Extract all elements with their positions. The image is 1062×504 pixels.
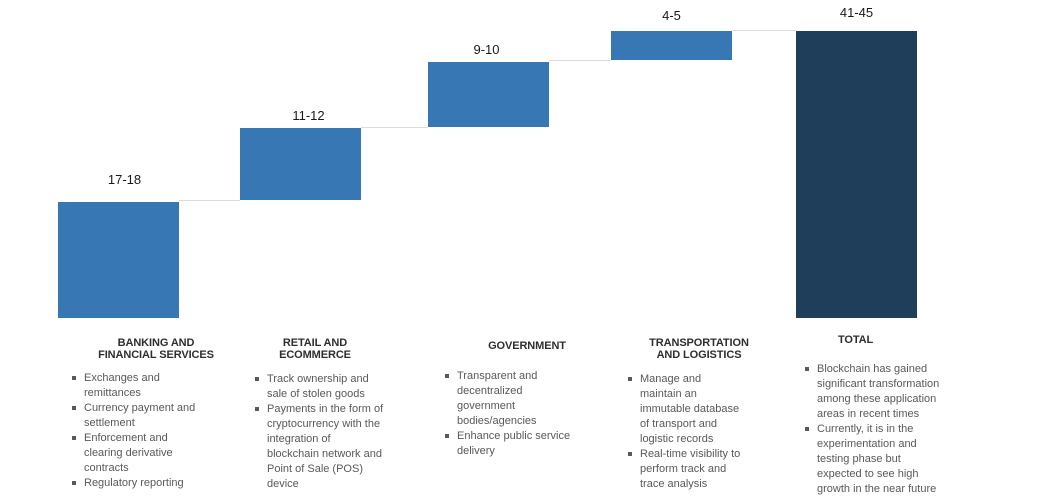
bullet-item: Blockchain has gained significant transf… [805,362,965,422]
bullet-square-icon [72,481,76,485]
bullet-item: Currency payment and settlement [72,401,224,431]
category-title-total: TOTAL [838,334,874,346]
bar-value-label-banking: 17-18 [107,172,142,187]
bullet-item: Manage and maintain an immutable databas… [628,372,770,447]
bullet-item: Enforcement and clearing derivative cont… [72,431,224,476]
category-title-retail: RETAIL AND ECOMMERCE [279,337,351,361]
bullet-text: Currency payment and settlement [84,402,196,429]
bullet-square-icon [805,427,809,431]
bullet-square-icon [445,374,449,378]
bullet-list-banking: Exchanges and remittances Currency payme… [72,371,224,491]
bullet-text: Regulatory reporting [84,477,184,489]
bullet-square-icon [805,367,809,371]
connector-line [732,30,796,31]
bullet-item: Transparent and decentralized government… [445,369,595,429]
category-title-banking: BANKING AND FINANCIAL SERVICES [98,337,214,361]
bullet-text: Enforcement and clearing derivative cont… [84,432,173,474]
bullet-square-icon [72,376,76,380]
bullet-item: Payments in the form of cryptocurrency w… [255,402,403,492]
bar-total [796,31,917,318]
bullet-item: Real-time visibility to perform track an… [628,447,770,492]
bar-value-label-government: 9-10 [473,42,500,57]
bullet-text: Manage and maintain an immutable databas… [640,373,740,445]
bullet-list-transportation: Manage and maintain an immutable databas… [628,372,770,492]
bullet-list-government: Transparent and decentralized government… [445,369,595,459]
bullet-item: Enhance public service delivery [445,429,595,459]
bullet-square-icon [255,377,259,381]
category-title-government: GOVERNMENT [488,340,566,352]
connector-line [179,200,240,201]
bullet-item: Regulatory reporting [72,476,224,491]
bullet-text: Track ownership and sale of stolen goods [267,373,369,400]
bar-value-label-retail: 11-12 [292,108,325,123]
bullet-text: Payments in the form of cryptocurrency w… [267,403,384,490]
bullet-list-retail: Track ownership and sale of stolen goods… [255,372,403,492]
bullet-text: Transparent and decentralized government… [457,370,538,427]
bar-retail-ecommerce [240,128,361,200]
bullet-text: Real-time visibility to perform track an… [640,448,741,490]
bullet-text: Exchanges and remittances [84,372,160,399]
bar-transportation-logistics [611,31,732,60]
bullet-square-icon [72,436,76,440]
bullet-square-icon [255,407,259,411]
bullet-text: Enhance public service delivery [457,430,571,457]
category-title-transportation: TRANSPORTATION AND LOGISTICS [649,337,749,361]
bullet-list-total: Blockchain has gained significant transf… [805,362,965,497]
bullet-text: Currently, it is in the experimentation … [817,423,937,495]
bar-value-label-transportation: 4-5 [662,8,681,23]
bullet-square-icon [628,377,632,381]
connector-line [361,127,428,128]
bullet-item: Exchanges and remittances [72,371,224,401]
bullet-square-icon [628,452,632,456]
bar-government [428,62,549,127]
bullet-item: Track ownership and sale of stolen goods [255,372,403,402]
bar-value-label-total: 41-45 [839,5,874,20]
bullet-text: Blockchain has gained significant transf… [817,363,940,420]
bullet-square-icon [72,406,76,410]
bar-banking-financial-services [58,202,179,318]
bullet-square-icon [445,434,449,438]
bullet-item: Currently, it is in the experimentation … [805,422,965,497]
connector-line [549,60,611,61]
